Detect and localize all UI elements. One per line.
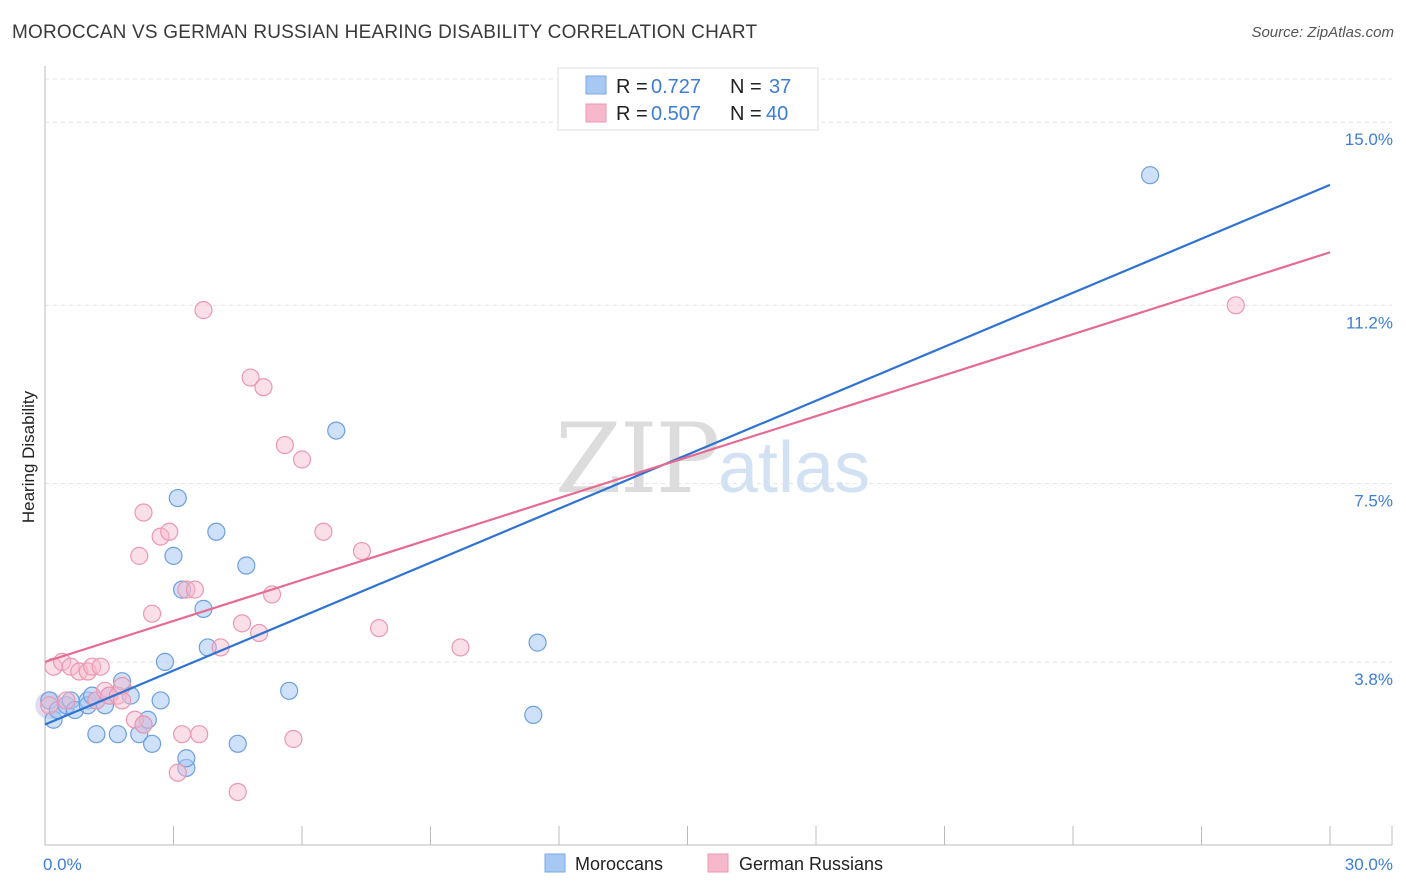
y-tick-label: 15.0%: [1345, 130, 1393, 149]
legend-swatch-moroccans: [585, 75, 607, 95]
series-legend-moroccans[interactable]: Moroccans: [544, 853, 663, 874]
point-moroccans: [172, 580, 192, 599]
x-tick-label: 30.0%: [1345, 855, 1393, 874]
point-german-russians: [451, 638, 470, 657]
point-german-russians: [130, 546, 149, 565]
point-german-russians: [241, 368, 260, 387]
point-moroccans: [327, 421, 346, 440]
y-tick-label: 11.2%: [1346, 313, 1393, 332]
point-german-russians: [292, 450, 312, 469]
point-german-russians: [160, 522, 179, 541]
point-german-russians: [254, 378, 273, 397]
point-moroccans: [142, 734, 162, 753]
point-moroccans: [151, 691, 170, 710]
point-german-russians: [172, 725, 192, 744]
point-german-russians: [352, 541, 372, 561]
point-moroccans: [1140, 166, 1160, 185]
point-moroccans: [87, 725, 106, 744]
point-moroccans: [164, 546, 183, 565]
legend-row-moroccans: R = 0.727 N = 37: [585, 75, 791, 98]
point-german-russians: [190, 725, 209, 744]
point-moroccans: [528, 633, 547, 652]
watermark-atlas: atlas: [718, 428, 870, 508]
point-german-russians: [151, 527, 170, 546]
legend-n-value: 37: [769, 76, 791, 98]
trend-line-german-russians: [44, 251, 1331, 663]
watermark-zip: ZIP: [555, 403, 718, 515]
legend-r-label: R =: [616, 76, 648, 98]
trend-line-moroccans: [44, 183, 1331, 726]
legend-swatch-german-russians: [585, 103, 607, 123]
point-german-russians: [134, 715, 153, 734]
series-swatch-moroccans: [544, 853, 566, 873]
point-german-russians: [275, 435, 294, 455]
legend-n-label: N =: [730, 76, 762, 98]
series-label-moroccans: Moroccans: [575, 854, 663, 874]
point-german-russians: [194, 301, 213, 320]
point-german-russians: [314, 522, 333, 541]
points: [35, 166, 1245, 802]
point-moroccans: [177, 749, 196, 768]
point-german-russians: [1226, 296, 1245, 315]
point-german-russians: [91, 657, 110, 676]
point-german-russians: [185, 580, 205, 599]
point-moroccans: [228, 734, 247, 753]
point-german-russians: [57, 691, 76, 710]
legend-r-value: 0.727: [651, 76, 701, 98]
point-moroccans: [108, 725, 127, 744]
point-moroccans: [112, 672, 132, 691]
point-moroccans: [524, 705, 543, 724]
y-tick-label: 3.8%: [1354, 670, 1393, 689]
point-german-russians: [284, 729, 303, 749]
y-tick-label: 7.5%: [1354, 492, 1393, 511]
point-german-russians: [40, 696, 59, 715]
tick-labels: 3.8% 7.5% 11.2% 15.0% 0.0% 30.0%: [43, 130, 1393, 874]
point-german-russians: [142, 604, 162, 623]
point-german-russians: [125, 710, 145, 729]
point-german-russians: [168, 763, 187, 782]
point-german-russians: [228, 782, 247, 802]
point-moroccans: [280, 681, 299, 700]
point-german-russians: [370, 619, 389, 638]
point-moroccans: [155, 652, 175, 671]
source-label: Source: ZipAtlas.com: [1251, 24, 1394, 41]
legend-r-value: 0.507: [651, 103, 701, 125]
correlation-legend: R = 0.727 N = 37 R = 0.507 N = 40: [557, 67, 819, 131]
series-swatch-german-russians: [707, 853, 729, 873]
series-legend: Moroccans German Russians: [544, 853, 883, 874]
legend-n-value: 40: [766, 103, 788, 125]
series-legend-german-russians[interactable]: German Russians: [707, 853, 883, 874]
y-axis-label: Hearing Disability: [19, 390, 38, 523]
point-moroccans: [168, 488, 187, 508]
legend-row-german-russians: R = 0.507 N = 40: [585, 103, 788, 125]
x-tick-label: 0.0%: [43, 855, 82, 874]
legend-n-label: N =: [730, 103, 762, 125]
point-moroccans: [207, 522, 226, 541]
legend-r-label: R =: [616, 103, 648, 125]
point-german-russians: [61, 657, 80, 676]
chart-title: MOROCCAN VS GERMAN RUSSIAN HEARING DISAB…: [12, 22, 758, 43]
point-moroccans: [237, 556, 256, 575]
trend-lines: [44, 183, 1331, 726]
point-german-russians: [232, 614, 252, 633]
watermark: ZIP atlas: [555, 403, 870, 515]
series-label-german-russians: German Russians: [739, 854, 883, 874]
point-german-russians: [134, 503, 153, 522]
